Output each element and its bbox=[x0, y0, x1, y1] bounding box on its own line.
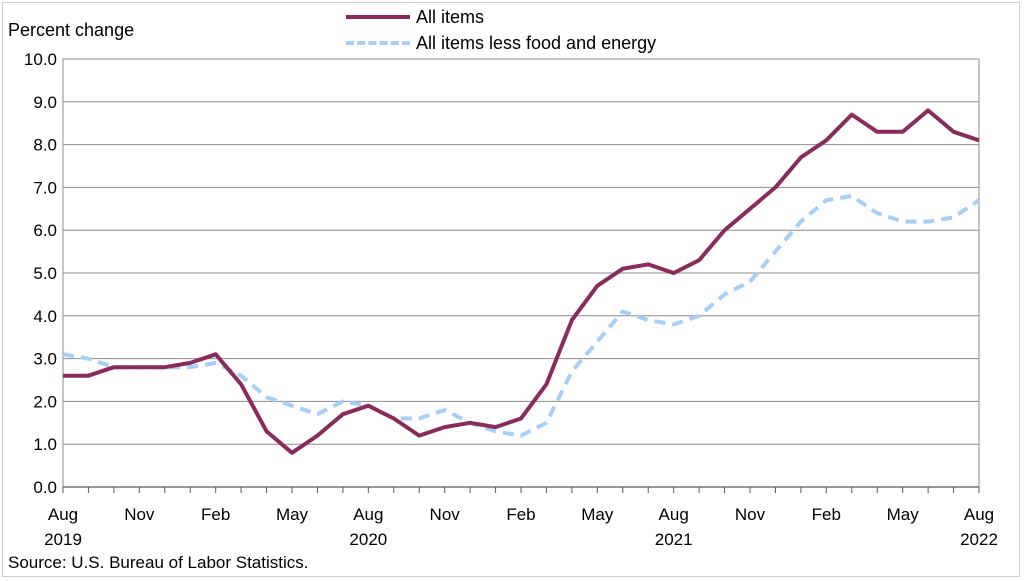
y-tick-label: 8.0 bbox=[33, 136, 57, 155]
x-tick-label: May bbox=[581, 505, 614, 524]
legend-swatch-all-items bbox=[346, 15, 410, 19]
x-tick-year-label: 2022 bbox=[960, 530, 998, 549]
y-axis-title: Percent change bbox=[8, 20, 135, 40]
y-tick-label: 0.0 bbox=[33, 478, 57, 497]
legend: All items All items less food and energy bbox=[346, 4, 656, 56]
legend-label-all-items: All items bbox=[416, 6, 485, 27]
x-tick-label: Nov bbox=[735, 505, 766, 524]
y-tick-label: 2.0 bbox=[33, 392, 57, 411]
y-tick-label: 10.0 bbox=[24, 50, 57, 69]
x-tick-label: Feb bbox=[506, 505, 535, 524]
legend-item-all-items: All items bbox=[346, 4, 656, 30]
x-tick-label: Nov bbox=[124, 505, 155, 524]
x-tick-label: Feb bbox=[201, 505, 230, 524]
legend-item-core: All items less food and energy bbox=[346, 30, 656, 56]
legend-swatch-core bbox=[346, 41, 410, 45]
x-tick-year-label: 2021 bbox=[655, 530, 693, 549]
y-tick-label: 7.0 bbox=[33, 178, 57, 197]
legend-label-core: All items less food and energy bbox=[416, 32, 657, 53]
x-tick-label: Feb bbox=[812, 505, 841, 524]
x-tick-label: Aug bbox=[353, 505, 383, 524]
source-note: Source: U.S. Bureau of Labor Statistics. bbox=[8, 553, 309, 572]
x-tick-year-label: 2019 bbox=[44, 530, 82, 549]
x-tick-label: Aug bbox=[964, 505, 994, 524]
x-tick-label: May bbox=[887, 505, 920, 524]
y-tick-label: 9.0 bbox=[33, 93, 57, 112]
x-tick-label: Nov bbox=[430, 505, 461, 524]
series-line-core bbox=[62, 194, 981, 438]
y-tick-label: 5.0 bbox=[33, 264, 57, 283]
y-tick-label: 4.0 bbox=[33, 307, 57, 326]
x-tick-label: Aug bbox=[48, 505, 78, 524]
y-tick-label: 1.0 bbox=[33, 435, 57, 454]
y-tick-label: 3.0 bbox=[33, 350, 57, 369]
x-tick-label: Aug bbox=[659, 505, 689, 524]
y-tick-label: 6.0 bbox=[33, 221, 57, 240]
x-tick-label: May bbox=[276, 505, 309, 524]
series-line-all-items bbox=[63, 108, 980, 455]
x-tick-year-label: 2020 bbox=[349, 530, 387, 549]
